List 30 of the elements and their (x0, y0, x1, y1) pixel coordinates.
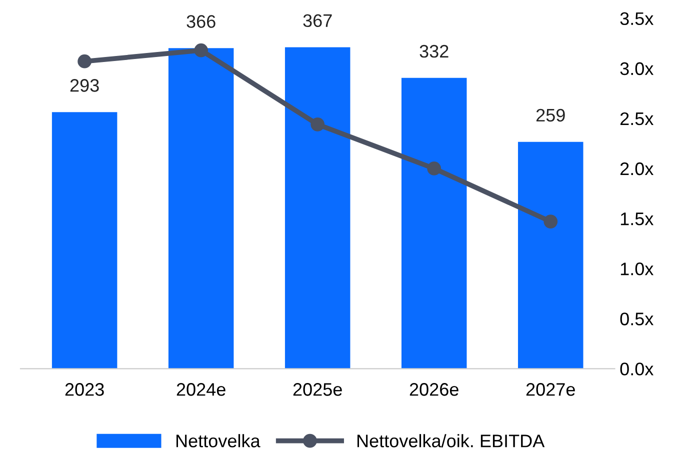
x-tick-label: 2027e (526, 383, 575, 396)
bar (518, 142, 584, 369)
point (194, 43, 208, 58)
y2-tick-label: 1.5x (620, 212, 654, 226)
x-tick-label: 2026e (410, 383, 458, 396)
x-tick-label: 2025e (293, 383, 342, 396)
data-label: 332 (420, 44, 448, 58)
y2-tick-label: 3.5x (620, 12, 654, 26)
point (427, 162, 442, 176)
bar (401, 78, 467, 369)
bar (284, 47, 350, 369)
y2-tick-label: 0.5x (620, 312, 654, 326)
point (310, 117, 325, 132)
bar (52, 112, 118, 369)
y2-tick-label: 3.0x (620, 62, 654, 76)
bar (168, 48, 234, 369)
x-tick-label: 2024e (176, 383, 226, 396)
data-label: 367 (303, 14, 332, 28)
y2-tick-label: 1.0x (620, 262, 654, 276)
point (78, 54, 92, 68)
y2-tick-label: 0.0x (620, 362, 654, 376)
legend-label: Nettovelka (176, 434, 260, 448)
y2-tick-label: 2.5x (620, 112, 654, 126)
y2-tick-label: 2.0x (620, 162, 654, 176)
point (544, 214, 558, 228)
data-label: 366 (186, 15, 216, 28)
data-label: 293 (70, 79, 99, 92)
x-tick-label: 2023 (65, 383, 104, 396)
data-label: 259 (536, 108, 565, 122)
legend-label: Nettovelka/oik. EBITDA (357, 434, 545, 448)
